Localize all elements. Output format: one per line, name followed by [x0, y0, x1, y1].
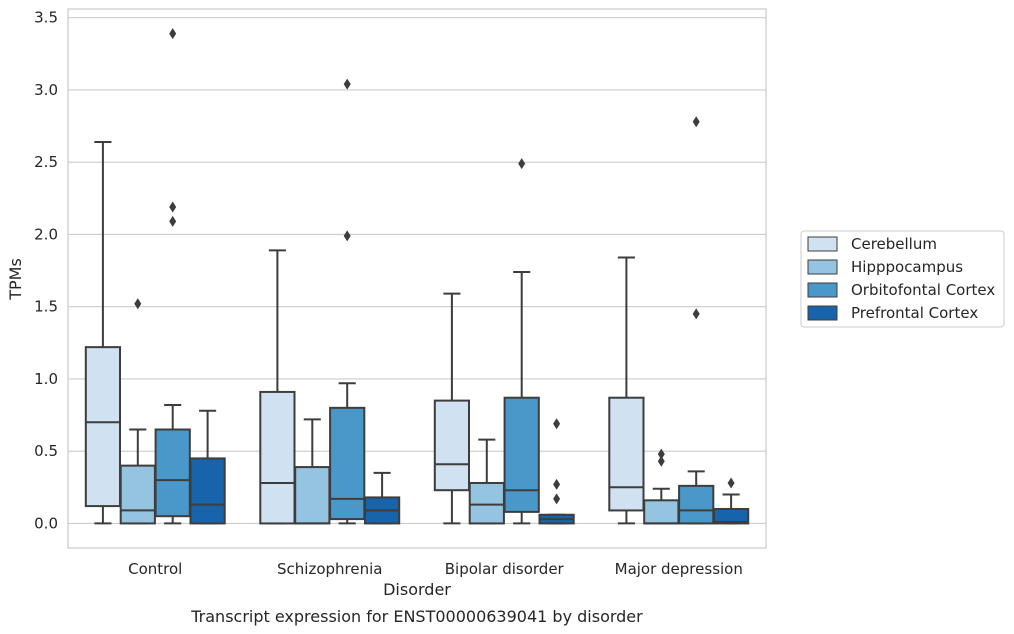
- legend-swatch: [807, 236, 838, 252]
- boxes: [84, 28, 750, 525]
- box-prefrontal-cortex: [189, 409, 226, 525]
- box-cerebellum: [433, 292, 471, 525]
- outlier-point: [553, 418, 561, 430]
- outlier-point: [518, 158, 526, 170]
- legend-label: Cerebellum: [851, 235, 937, 253]
- legend-swatch: [807, 305, 838, 321]
- y-tick-label: 2.0: [34, 225, 58, 243]
- box-body: [189, 457, 226, 525]
- y-tick-label: 0.5: [34, 442, 58, 460]
- x-axis-ticks: Control Schizophrenia Bipolar disorder Majo…: [128, 560, 743, 578]
- box-cerebellum: [608, 256, 645, 525]
- legend-label: Hipppocampus: [851, 258, 963, 276]
- outlier-point: [169, 201, 177, 213]
- x-tick-label: Major depression: [615, 560, 743, 578]
- legend-swatch: [807, 282, 838, 298]
- box-body: [329, 406, 366, 521]
- box-body: [433, 399, 471, 492]
- box-body: [259, 390, 296, 525]
- box-body: [119, 464, 156, 525]
- outlier-point: [727, 477, 735, 489]
- box-orbitofontal-cortex: [329, 78, 366, 525]
- box-cerebellum: [259, 249, 296, 525]
- box-body: [503, 396, 540, 513]
- box-orbitofontal-cortex: [503, 158, 540, 525]
- outlier-point: [657, 448, 665, 460]
- outlier-point: [657, 455, 665, 467]
- legend-frame: [800, 230, 1005, 328]
- plot-frame: [67, 8, 767, 549]
- box-body: [712, 507, 750, 525]
- outlier-point: [692, 308, 700, 320]
- box-prefrontal-cortex: [712, 477, 750, 525]
- box-hipppocampus: [119, 298, 156, 525]
- y-axis-title: TPMs: [6, 258, 25, 301]
- y-tick-label: 1.0: [34, 370, 58, 388]
- legend-label: Prefrontal Cortex: [851, 304, 978, 322]
- box-body: [84, 346, 122, 508]
- box-body: [643, 499, 680, 525]
- outlier-point: [169, 28, 177, 40]
- chart-caption: Transcript expression for ENST0000063904…: [190, 607, 643, 626]
- box-body: [608, 396, 645, 512]
- y-tick-label: 0.0: [34, 514, 58, 532]
- y-tick-label: 3.5: [34, 9, 58, 27]
- outlier-point: [134, 298, 142, 310]
- box-body: [294, 466, 331, 525]
- x-axis-title: Disorder: [383, 580, 451, 599]
- outlier-point: [553, 493, 561, 505]
- box-cerebellum: [84, 140, 122, 525]
- x-tick-label: Control: [128, 560, 182, 578]
- y-tick-label: 3.0: [34, 81, 58, 99]
- box-body: [468, 481, 505, 525]
- legend-swatch: [807, 259, 838, 275]
- y-tick-label: 1.5: [34, 298, 58, 316]
- legend: Cerebellum Hipppocampus Orbitofontal Corte…: [800, 230, 1005, 328]
- outlier-point: [169, 215, 177, 227]
- box-prefrontal-cortex: [538, 418, 575, 525]
- x-tick-label: Bipolar disorder: [445, 560, 565, 578]
- y-tick-label: 2.5: [34, 153, 58, 171]
- box-body: [678, 484, 715, 525]
- y-axis-ticks: 0.0 0.5 1.0 1.5 2.0 2.5 3.0 3.5: [34, 9, 58, 533]
- outlier-point: [553, 478, 561, 490]
- box-hipppocampus: [294, 418, 331, 525]
- legend-label: Orbitofontal Cortex: [851, 281, 995, 299]
- outlier-point: [692, 116, 700, 128]
- x-tick-label: Schizophrenia: [277, 560, 382, 578]
- box-body: [154, 428, 191, 518]
- box-orbitofontal-cortex: [678, 116, 715, 525]
- box-prefrontal-cortex: [363, 471, 401, 525]
- outlier-point: [343, 230, 351, 242]
- outlier-point: [343, 78, 351, 90]
